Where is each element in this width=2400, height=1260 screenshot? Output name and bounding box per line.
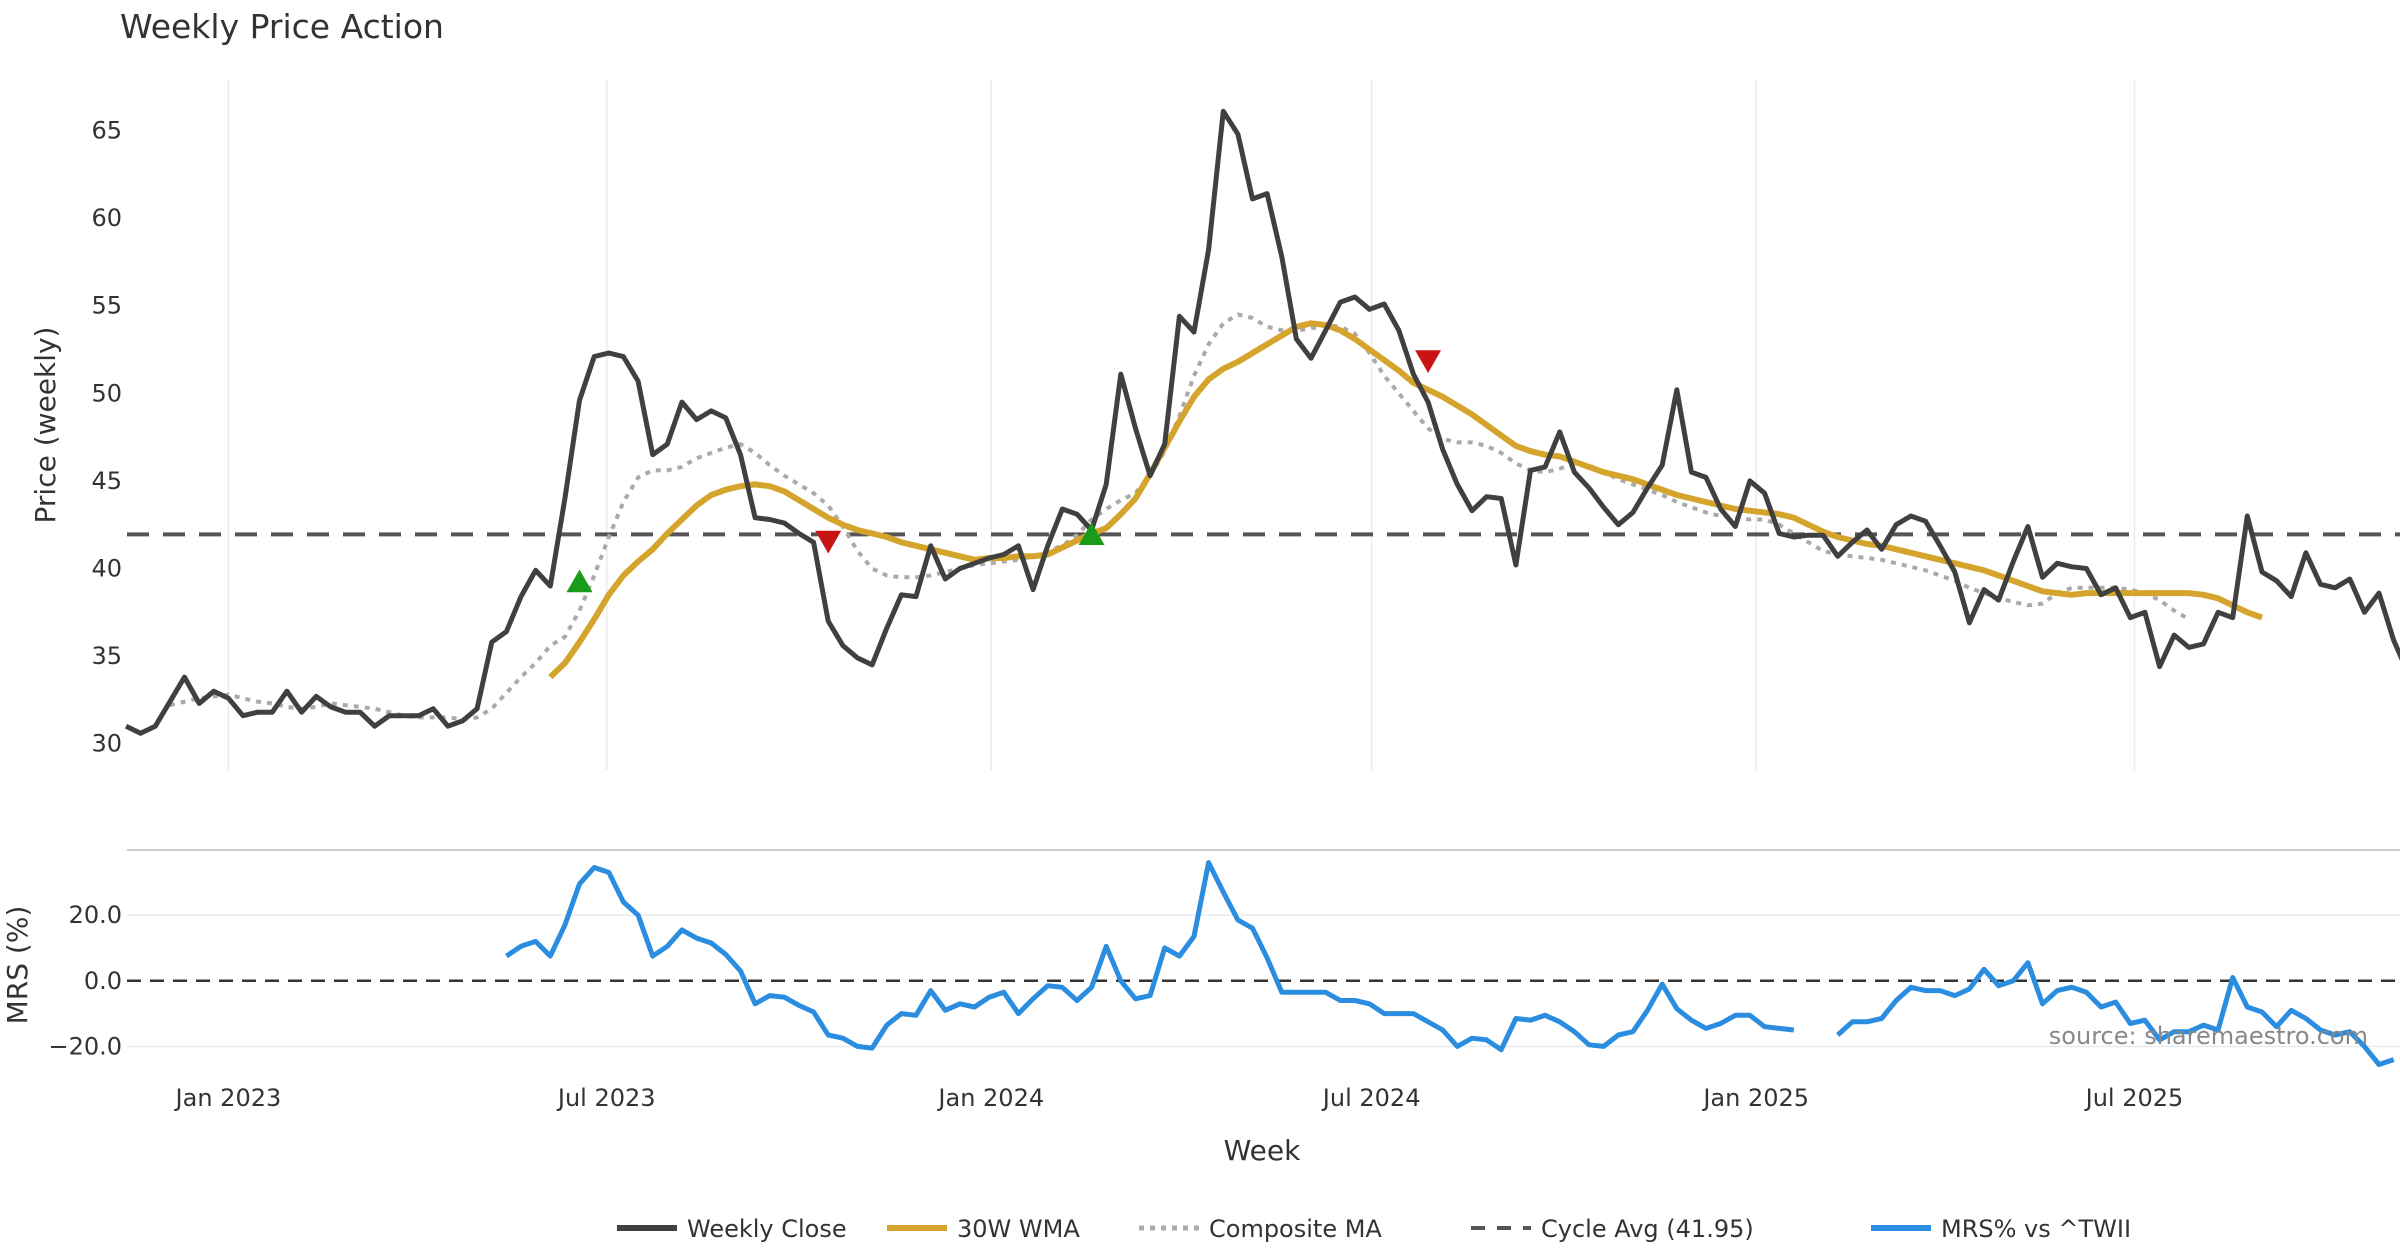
legend-label: MRS% vs ^TWII [1941,1215,2131,1243]
price-y-ticks: 30 35 40 45 50 55 60 65 [91,117,122,758]
legend-label: Composite MA [1209,1215,1382,1243]
mrs-y-axis-label: MRS (%) [1,906,34,1025]
x-tick-label: Jan 2025 [1701,1084,1809,1112]
legend-label: Weekly Close [687,1215,847,1243]
price-y-tick: 50 [91,379,122,407]
price-y-tick: 60 [91,204,122,232]
legend-label: 30W WMA [957,1215,1080,1243]
x-tick-label: Jul 2025 [2084,1084,2184,1112]
x-tick-label: Jul 2024 [1321,1084,1421,1112]
price-y-tick: 30 [91,730,122,758]
legend-label: Cycle Avg (41.95) [1541,1215,1754,1243]
mrs-series-line [505,860,2395,1067]
price-y-axis-label: Price (weekly) [29,327,62,524]
x-tick-label: Jul 2023 [556,1084,656,1112]
price-grid [227,80,2136,770]
mrs-line [505,860,2395,1067]
mrs-grid [127,914,2400,1048]
buy-signal-marker [1078,522,1105,545]
chart-title: Weekly Price Action [120,7,444,46]
legend: Weekly Close 30W WMA Composite MA Cycle Avg… [617,1215,2131,1243]
signal-markers [566,350,1442,593]
source-annotation: source: sharemaestro.com [2049,1022,2368,1050]
buy-signal-marker [566,569,593,593]
price-y-tick: 35 [91,642,122,670]
price-y-tick: 45 [91,467,122,495]
x-ticks: Jan 2023 Jul 2023 Jan 2024 Jul 2024 Jan 2025… [174,1084,2184,1112]
sell-signal-marker [815,530,842,554]
price-y-tick: 65 [91,117,122,145]
mrs-y-ticks: 20.0 0.0 −20.0 [48,901,122,1060]
sell-signal-marker [1415,350,1442,374]
wma-30w-line [548,320,2264,680]
mrs-y-tick: 0.0 [84,967,122,995]
composite-ma-line [169,312,2190,722]
x-tick-label: Jan 2023 [174,1084,282,1112]
x-tick-label: Jan 2024 [936,1084,1044,1112]
weekly-close-line [124,108,2400,736]
price-y-tick: 40 [91,555,122,583]
x-axis-label: Week [1224,1134,1301,1167]
price-y-tick: 55 [91,292,122,320]
mrs-y-tick: 20.0 [69,901,122,929]
mrs-y-tick: −20.0 [48,1032,122,1060]
